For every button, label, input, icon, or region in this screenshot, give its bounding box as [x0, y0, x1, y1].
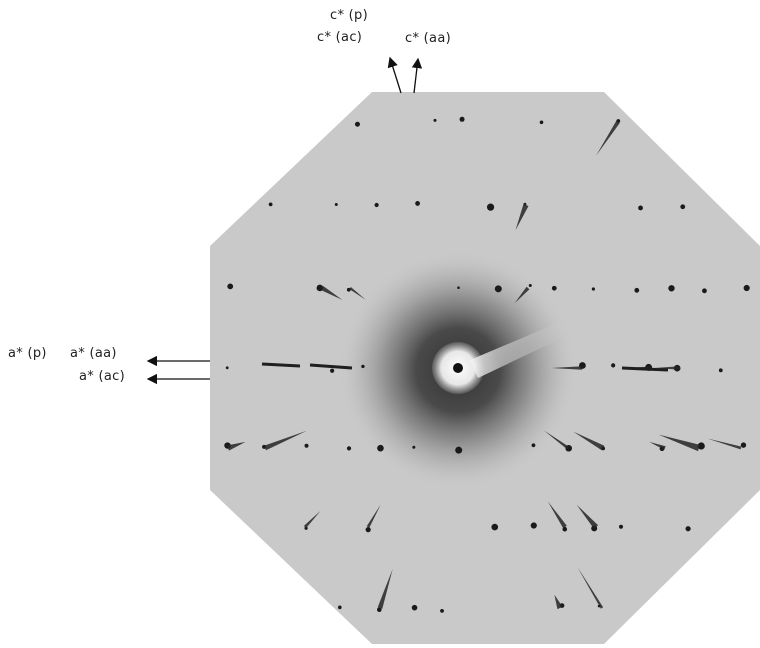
c-star-p-label: c* (p): [330, 8, 368, 23]
diffraction-spot: [334, 202, 338, 206]
diffraction-spot: [528, 283, 532, 287]
diffraction-spot: [433, 118, 437, 122]
diffraction-streak: [514, 286, 530, 304]
c-star-aa-label: c* (aa): [405, 31, 451, 46]
diffraction-spot: [365, 527, 371, 533]
diffraction-spot: [268, 202, 273, 207]
diffraction-streak: [551, 366, 582, 370]
diffraction-spot: [412, 445, 416, 449]
diffraction-spot: [486, 203, 495, 211]
diffraction-spot: [411, 604, 418, 611]
diffraction-spot: [634, 287, 640, 293]
diffraction-spot: [354, 121, 360, 127]
c-star-p-arrow: [387, 56, 402, 94]
diffraction-spot: [227, 283, 234, 290]
diffraction-spot: [680, 204, 686, 210]
diffraction-streak: [377, 568, 393, 609]
diffraction-spot: [338, 605, 342, 610]
diffraction-spot: [551, 285, 557, 291]
equatorial-streak: [309, 363, 353, 370]
diffraction-streak: [227, 441, 246, 451]
diffraction-streak: [515, 204, 529, 231]
a-star-ac-label: a* (ac): [79, 369, 125, 384]
diffraction-spot: [415, 201, 420, 206]
beam-stop-streak: [470, 322, 566, 378]
diffraction-spot: [539, 120, 544, 125]
diffraction-streak: [573, 431, 605, 451]
diffraction-spot: [459, 116, 465, 122]
a-star-p-label: a* (p): [8, 346, 47, 361]
c-star-ac-label: c* (ac): [317, 30, 363, 45]
diffraction-spot: [361, 364, 365, 369]
equatorial-streak: [261, 362, 301, 368]
diffraction-streak: [576, 504, 599, 529]
diffraction-spot: [377, 607, 382, 613]
diffraction-spot: [440, 608, 444, 613]
diffraction-spot: [718, 368, 723, 373]
diffraction-streak: [596, 120, 620, 156]
diffraction-streak: [658, 434, 700, 452]
diffraction-spot: [531, 443, 536, 448]
diffraction-spot: [697, 442, 705, 450]
diffraction-spot: [374, 202, 379, 208]
diffraction-spot: [591, 287, 595, 291]
diffraction-spot: [685, 526, 691, 532]
diffraction-streak: [649, 441, 666, 450]
diffraction-spot: [562, 526, 568, 532]
diffraction-streak: [320, 286, 343, 300]
diffraction-spot: [740, 442, 747, 448]
diffraction-spot: [743, 284, 750, 292]
diffraction-streak: [303, 510, 321, 529]
direct-beam-spot: [453, 363, 463, 373]
diffraction-spot: [611, 363, 616, 368]
diffraction-spot: [377, 444, 384, 452]
diffraction-streak: [707, 438, 742, 450]
diffraction-streak: [349, 287, 366, 300]
diffraction-spot: [530, 522, 537, 529]
diffraction-spot: [491, 523, 499, 531]
diffraction-streak: [654, 366, 680, 370]
diffraction-streak: [554, 594, 563, 610]
diffraction-spot: [346, 446, 352, 451]
diffraction-streak: [264, 430, 307, 451]
diffraction-spot: [638, 205, 643, 211]
diffraction-streak: [547, 501, 567, 529]
diffraction-streak: [366, 504, 381, 528]
diffraction-spot: [457, 286, 460, 290]
c-star-aa-arrow: [411, 57, 423, 94]
diffraction-spot: [702, 288, 707, 294]
equatorial-streak: [621, 366, 669, 372]
diffraction-spot: [330, 368, 335, 373]
diffraction-streak: [544, 430, 569, 450]
reflection-streaks: [227, 120, 742, 610]
a-star-aa-label: a* (aa): [70, 346, 117, 361]
diffraction-spot: [225, 366, 229, 370]
diffraction-spot: [494, 285, 502, 293]
diffraction-spot: [455, 446, 463, 454]
diffraction-streak: [577, 566, 604, 609]
diffraction-spot: [304, 526, 308, 530]
diffraction-spot: [304, 443, 309, 448]
diffraction-spot: [619, 524, 624, 529]
diffraction-spot: [668, 285, 675, 292]
